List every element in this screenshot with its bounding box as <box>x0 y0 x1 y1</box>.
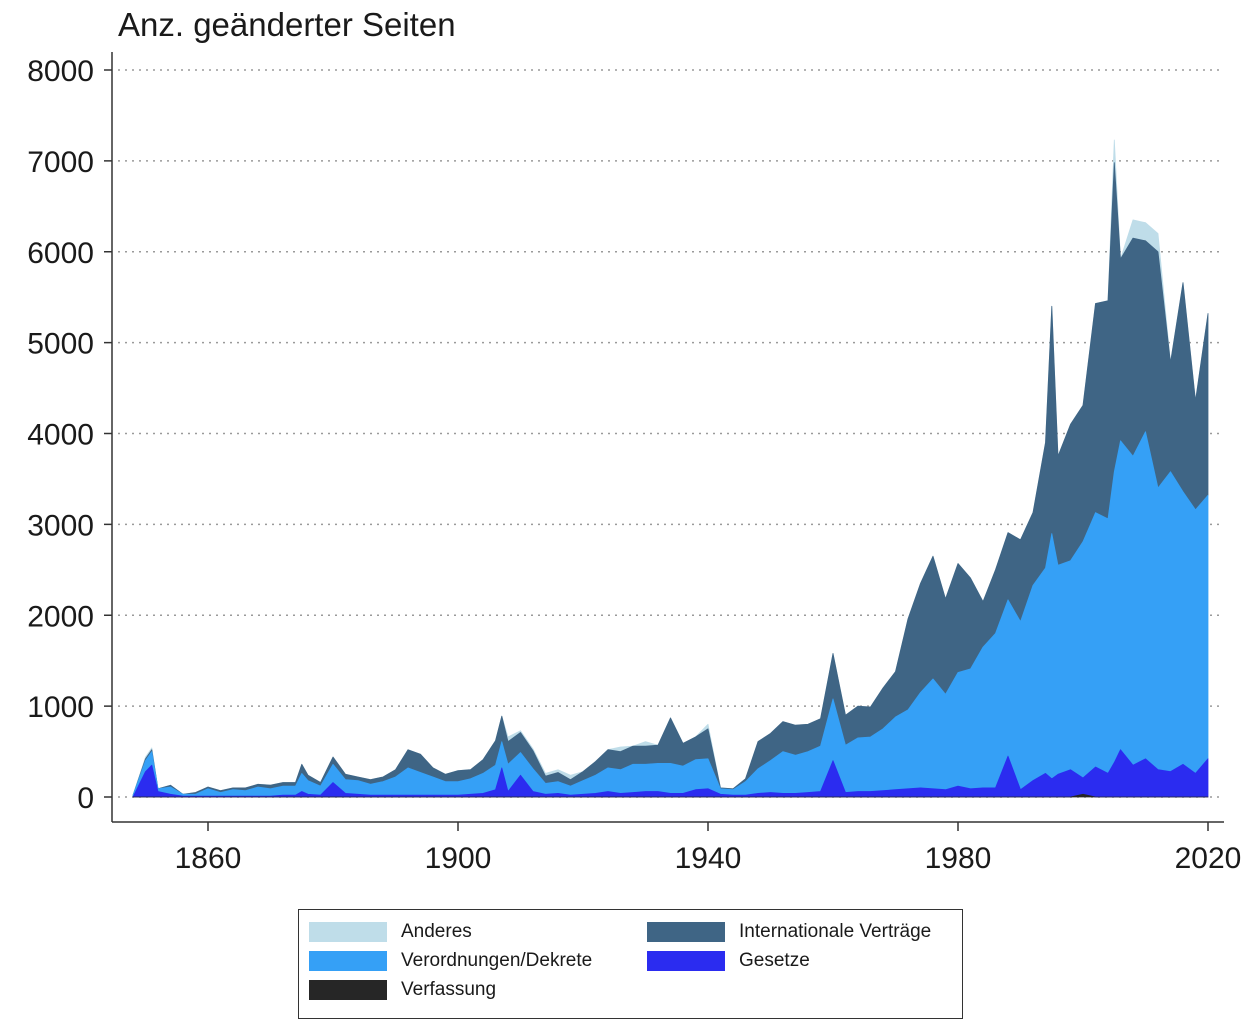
legend-item-anderes: Anderes <box>309 920 472 944</box>
x-tick-label-1860: 1860 <box>175 842 242 875</box>
y-tick-label-4000: 4000 <box>27 419 94 452</box>
legend-swatch-anderes <box>309 922 387 942</box>
x-tick-label-1980: 1980 <box>925 842 992 875</box>
legend-swatch-gesetze <box>647 951 725 971</box>
legend-item-gesetze: Gesetze <box>647 949 810 973</box>
legend-item-verordnungen-dekrete: Verordnungen/Dekrete <box>309 949 592 973</box>
legend-label-verordnungen-dekrete: Verordnungen/Dekrete <box>401 950 593 971</box>
legend-label-verfassung: Verfassung <box>401 979 497 1000</box>
area-verfassung <box>132 793 1209 798</box>
y-tick-label-2000: 2000 <box>27 600 94 633</box>
x-tick-label-1940: 1940 <box>675 842 742 875</box>
legend-item-verfassung: Verfassung <box>309 978 496 1002</box>
axes: Anz. geänderter Seiten <box>111 6 1224 823</box>
y-tick-label-1000: 1000 <box>27 691 94 724</box>
legend: Anderes Internationale Verträge Verordnu… <box>298 909 963 1019</box>
y-tick-label-0: 0 <box>77 782 94 815</box>
legend-swatch-internationale-vertraege <box>647 922 725 942</box>
y-tick-label-8000: 8000 <box>27 55 94 88</box>
legend-swatch-verfassung <box>309 980 387 1000</box>
y-tick-label-5000: 5000 <box>27 328 94 361</box>
y-axis-title: Anz. geänderter Seiten <box>118 6 456 43</box>
legend-label-anderes: Anderes <box>401 921 472 942</box>
legend-item-internationale-vertraege: Internationale Verträge <box>647 920 931 944</box>
y-ticks: 0 1000 2000 3000 4000 5000 6000 7000 8000 <box>27 55 112 815</box>
legend-label-internationale-vertraege: Internationale Verträge <box>739 921 932 942</box>
y-tick-label-3000: 3000 <box>27 509 94 542</box>
x-tick-label-1900: 1900 <box>425 842 492 875</box>
y-tick-label-7000: 7000 <box>27 146 94 179</box>
x-tick-label-2020: 2020 <box>1175 842 1242 875</box>
legend-swatch-verordnungen-dekrete <box>309 951 387 971</box>
y-tick-label-6000: 6000 <box>27 237 94 270</box>
legend-label-gesetze: Gesetze <box>739 950 810 971</box>
x-ticks: 1860 1900 1940 1980 2020 <box>175 822 1242 875</box>
area-series <box>132 139 1209 798</box>
